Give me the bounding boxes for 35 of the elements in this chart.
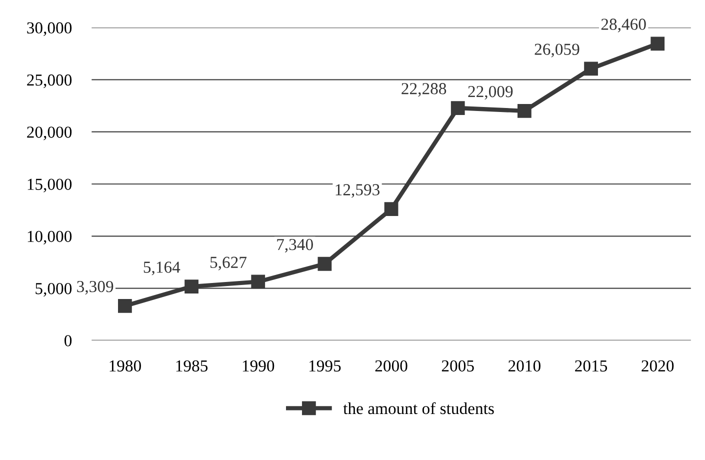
x-tick-label: 1990 — [242, 360, 274, 372]
y-tick-label: 30,000 — [27, 22, 72, 36]
point — [584, 62, 598, 76]
data-label: 22,009 — [468, 86, 513, 100]
x-tick-label: 2010 — [508, 360, 540, 372]
point — [118, 298, 132, 313]
data-label: 7,340 — [277, 238, 313, 253]
y-tick-label: 10,000 — [28, 230, 72, 244]
point — [184, 280, 198, 294]
x-tick-label: 1995 — [309, 360, 341, 372]
y-tick-label: 20,000 — [27, 126, 72, 140]
data-label: 22,288 — [402, 83, 446, 97]
data-label: 28,460 — [601, 18, 646, 32]
data-label: 26,059 — [534, 44, 580, 58]
point — [384, 202, 398, 216]
y-tick-label: 0 — [64, 335, 72, 346]
x-tick-label: 2020 — [642, 360, 674, 372]
point — [650, 36, 665, 51]
x-tick-label: 1980 — [110, 360, 141, 372]
data-label: 5,164 — [144, 262, 180, 276]
point — [517, 104, 532, 118]
x-tick-label: 1985 — [176, 360, 208, 372]
x-tick-label: 2005 — [442, 360, 474, 372]
data-label: 12,593 — [336, 184, 380, 198]
point — [318, 256, 332, 271]
x-tick-label: 2015 — [575, 360, 608, 372]
data-label: 5,627 — [210, 256, 247, 270]
point — [251, 274, 266, 289]
y-tick-label: 15,000 — [28, 178, 72, 192]
x-tick-label: 2000 — [375, 360, 408, 372]
data-label: 3,309 — [77, 280, 114, 295]
legend-label: the amount of students — [343, 402, 494, 414]
y-tick-label: 25,000 — [27, 74, 72, 88]
point — [450, 101, 465, 115]
y-tick-label: 5,000 — [36, 282, 72, 297]
